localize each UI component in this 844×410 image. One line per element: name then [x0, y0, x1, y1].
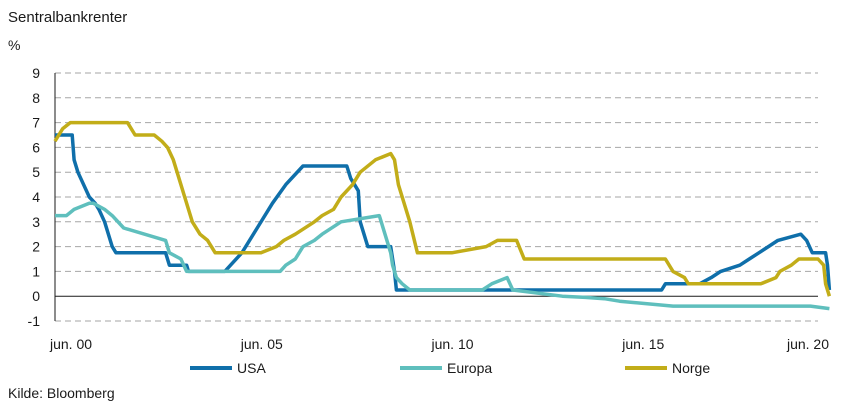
y-tick-label: 3	[32, 214, 40, 230]
x-axis: jun. 00 jun. 05 jun. 10 jun. 15 jun. 20	[49, 336, 829, 352]
y-tick-label: 9	[32, 65, 40, 81]
series-line-norge	[53, 120, 832, 297]
legend: USA Europa Norge	[190, 360, 710, 376]
y-tick-label: 8	[32, 90, 40, 106]
x-tick-label: jun. 20	[786, 336, 829, 352]
x-tick-label: jun. 00	[49, 336, 92, 352]
y-tick-label: 1	[32, 263, 40, 279]
y-tick-label: 4	[32, 189, 40, 205]
series-line-europa	[55, 201, 830, 311]
chart-title: Sentralbankrenter	[8, 9, 127, 26]
y-axis-unit: %	[8, 37, 20, 53]
y-tick-label: 2	[32, 239, 40, 255]
y-tick-label: 5	[32, 164, 40, 180]
y-tick-label: 6	[32, 139, 40, 155]
series-line-usa	[55, 133, 832, 292]
x-tick-label: jun. 05	[240, 336, 283, 352]
legend-label: USA	[237, 360, 266, 376]
y-tick-label: 0	[32, 288, 40, 304]
x-tick-label: jun. 15	[621, 336, 664, 352]
series-lines	[53, 120, 832, 311]
y-tick-label: -1	[28, 313, 41, 329]
x-tick-label: jun. 10	[430, 336, 473, 352]
gridlines	[55, 72, 818, 322]
y-axis: -1 0 1 2 3 4 5 6 7 8 9	[28, 65, 56, 329]
legend-label: Norge	[672, 360, 710, 376]
source-note: Kilde: Bloomberg	[8, 385, 115, 401]
y-tick-label: 7	[32, 115, 40, 131]
legend-label: Europa	[447, 360, 492, 376]
